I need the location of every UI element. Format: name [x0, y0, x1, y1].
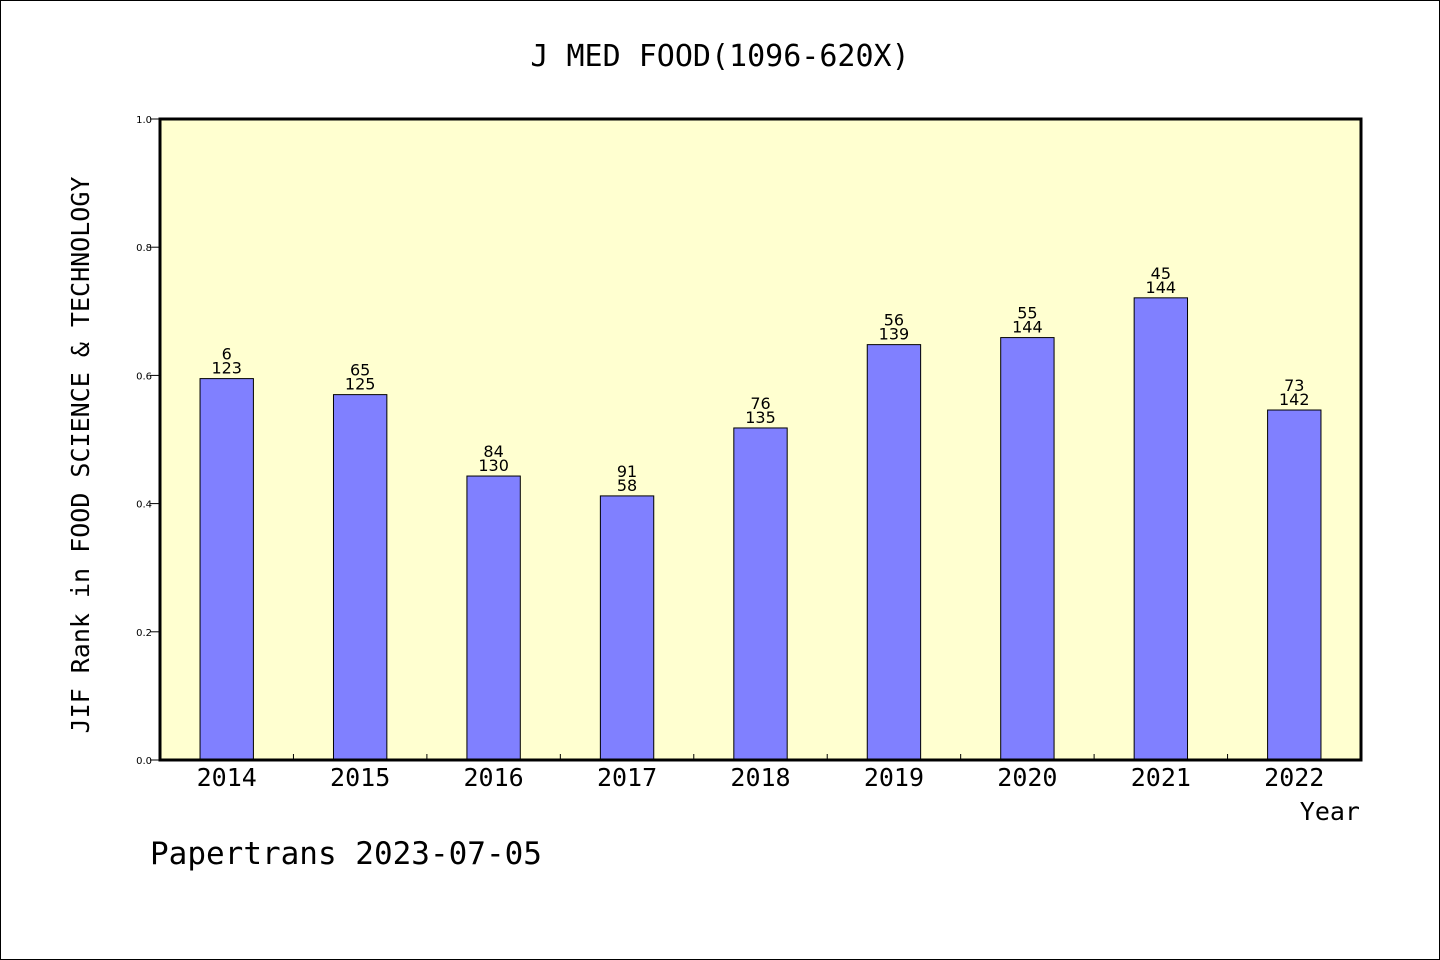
- bar-2014: [199, 378, 254, 761]
- bar-2016: [466, 475, 521, 761]
- data-label-rank-2015: 65: [350, 361, 370, 380]
- bar-2022: [1267, 409, 1322, 761]
- data-label-rank-2014: 6: [222, 345, 232, 364]
- y-tick-label-0.8: 0.8: [136, 243, 152, 254]
- y-tick-label-0.2: 0.2: [136, 628, 152, 639]
- bar-2017: [599, 495, 655, 761]
- x-tick-label-2014: 2014: [197, 763, 257, 792]
- bar-2020: [1000, 337, 1055, 761]
- data-label-total-2016: 130: [478, 456, 509, 475]
- x-tick-label-2019: 2019: [864, 763, 924, 792]
- x-tick-label-2021: 2021: [1131, 763, 1191, 792]
- bar-2018: [733, 427, 788, 761]
- bar-2019: [866, 344, 922, 761]
- data-label-rank-2016: 84: [483, 442, 503, 461]
- x-tick-label-2022: 2022: [1264, 763, 1324, 792]
- data-label-total-2022: 142: [1279, 390, 1310, 409]
- x-tick-label-2016: 2016: [464, 763, 524, 792]
- data-label-rank-2020: 55: [1017, 304, 1037, 323]
- footer-date-stamp: Papertrans 2023-07-05: [150, 836, 542, 872]
- bar-2015: [332, 394, 388, 761]
- data-label-rank-2022: 73: [1284, 376, 1304, 395]
- y-tick-label-0.4: 0.4: [136, 500, 152, 511]
- x-tick-label-2018: 2018: [730, 763, 790, 792]
- data-label-total-2017: 58: [617, 476, 637, 495]
- data-label-total-2018: 135: [745, 408, 776, 427]
- bars-layer: [199, 297, 1322, 761]
- x-axis-ticks: 2014 2015 2016 2017 2018 2019 2020 2021 2022: [197, 754, 1324, 792]
- data-label-total-2014: 123: [211, 359, 242, 378]
- data-label-rank-2021: 45: [1151, 264, 1171, 283]
- x-axis-label: Year: [1300, 797, 1360, 826]
- data-label-total-2019: 139: [879, 325, 910, 344]
- data-label-total-2021: 144: [1146, 278, 1177, 297]
- x-tick-label-2015: 2015: [330, 763, 390, 792]
- chart-title: J MED FOOD(1096-620X): [530, 39, 909, 74]
- data-label-total-2015: 125: [345, 375, 376, 394]
- data-label-rank-2018: 76: [750, 394, 770, 413]
- y-axis-label: JIF Rank in FOOD SCIENCE & TECHNOLOGY: [66, 177, 95, 734]
- x-tick-label-2020: 2020: [997, 763, 1057, 792]
- y-tick-label-0.0: 0.0: [136, 756, 152, 767]
- data-label-rank-2017: 91: [617, 462, 637, 481]
- data-label-total-2020: 144: [1012, 318, 1043, 337]
- y-tick-label-0.6: 0.6: [136, 371, 152, 382]
- x-tick-label-2017: 2017: [597, 763, 657, 792]
- plot-border: [158, 117, 1363, 762]
- y-axis-ticks: 0.0 0.2 0.4 0.6 0.8 1.0: [136, 115, 160, 767]
- y-tick-label-1.0: 1.0: [136, 115, 152, 126]
- bar-2021: [1133, 297, 1189, 761]
- data-label-rank-2019: 56: [884, 311, 904, 330]
